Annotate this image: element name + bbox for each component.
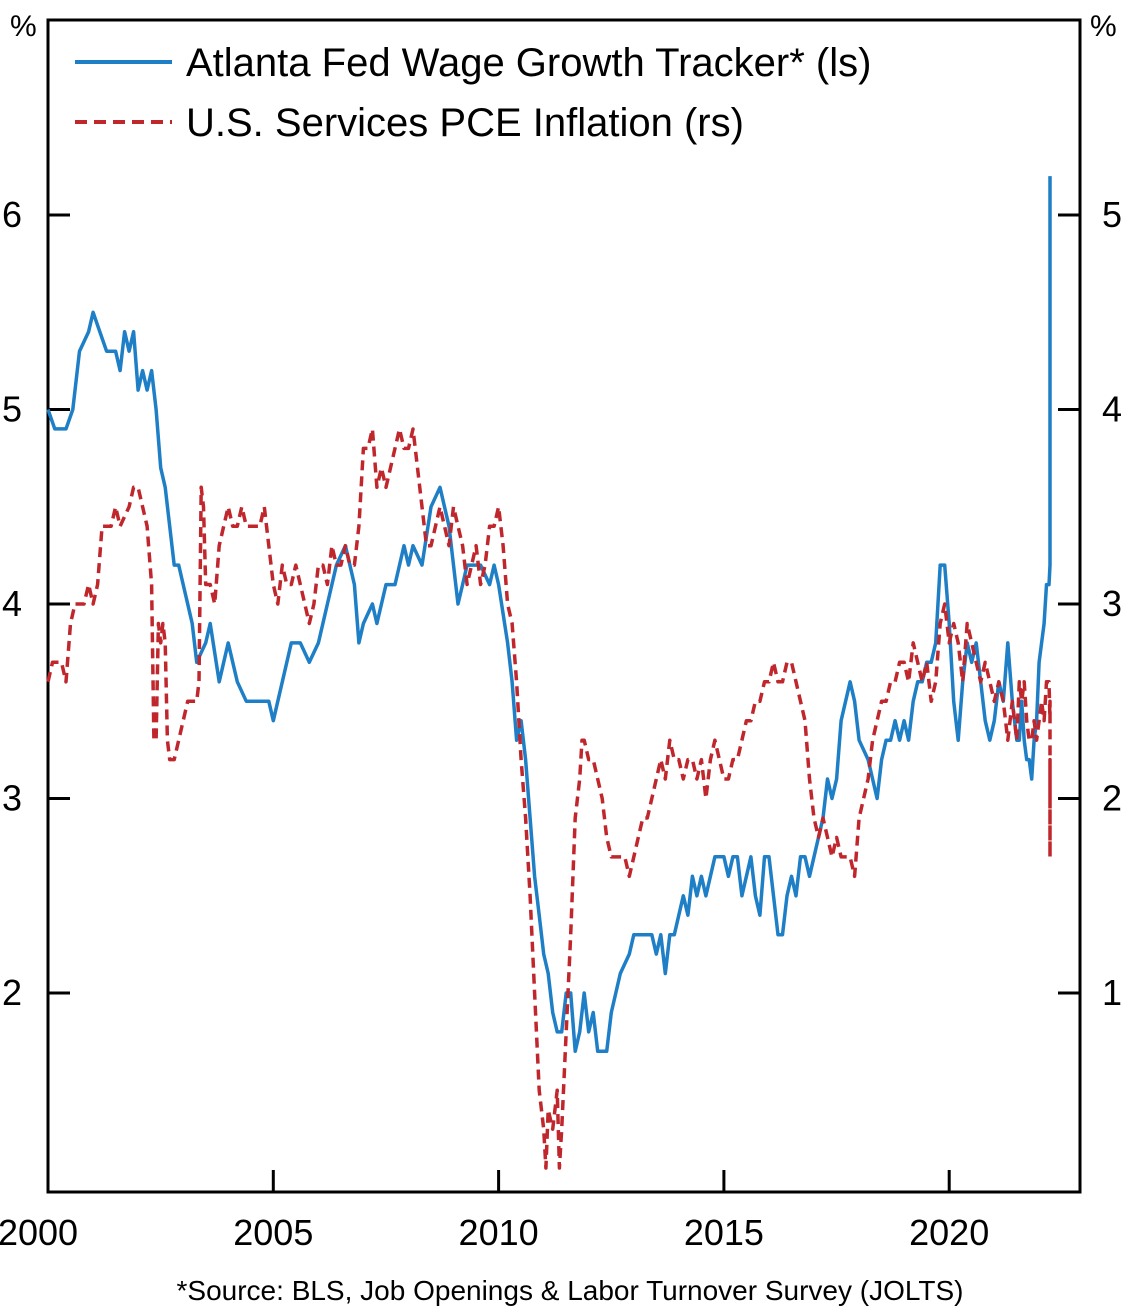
series-layer [46, 176, 1052, 1170]
right-axis-ticks: 1 2 3 4 5 [1058, 194, 1122, 1013]
legend: Atlanta Fed Wage Growth Tracker* (ls) U.… [75, 41, 871, 145]
right-tick-label: 1 [1102, 972, 1122, 1013]
left-axis-ticks: 2 3 4 5 6 [2, 194, 70, 1013]
plot-area-border [46, 18, 1082, 1194]
left-tick-label: 2 [2, 972, 22, 1013]
series-line-services-pce [46, 427, 1052, 1170]
source-note: *Source: BLS, Job Openings & Labor Turno… [177, 1275, 964, 1306]
plot-frame [46, 18, 1082, 1194]
x-tick-label: 2005 [233, 1212, 313, 1253]
right-tick-label: 4 [1102, 389, 1122, 430]
x-tick-label: 2020 [909, 1212, 989, 1253]
x-axis-ticks: 2000 2005 2010 2015 2020 [0, 1170, 989, 1253]
left-tick-label: 4 [2, 583, 22, 624]
right-tick-label: 3 [1102, 583, 1122, 624]
legend-label-services-pce: U.S. Services PCE Inflation (rs) [186, 101, 744, 145]
x-tick-label: 2000 [0, 1212, 78, 1253]
right-axis-unit: % [1090, 10, 1117, 43]
right-tick-label: 5 [1102, 194, 1122, 235]
right-tick-label: 2 [1102, 778, 1122, 819]
left-tick-label: 3 [2, 778, 22, 819]
x-tick-label: 2010 [459, 1212, 539, 1253]
left-axis-unit: % [10, 10, 37, 43]
legend-label-wage-growth: Atlanta Fed Wage Growth Tracker* (ls) [186, 41, 871, 85]
series-line-wage-growth [46, 176, 1052, 1054]
left-tick-label: 5 [2, 389, 22, 430]
left-tick-label: 6 [2, 194, 22, 235]
x-tick-label: 2015 [684, 1212, 764, 1253]
